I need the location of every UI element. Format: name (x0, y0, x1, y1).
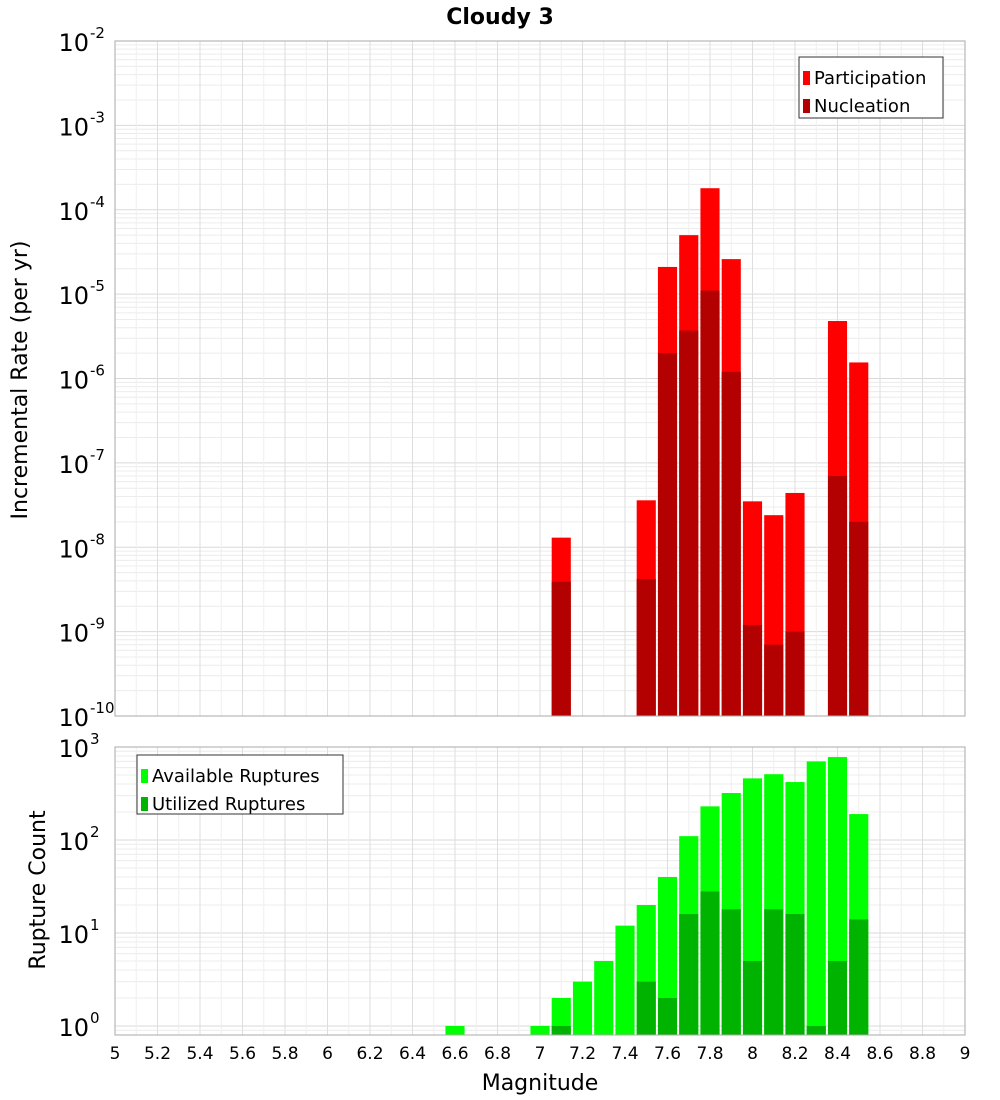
chart-title: Cloudy 3 (446, 5, 554, 30)
bottom-bar-available-ruptures (657, 877, 678, 1035)
x-tick-label: 9 (960, 1044, 971, 1064)
top-y-tick-exponent: -7 (90, 446, 105, 464)
x-tick-label: 8.4 (824, 1044, 851, 1064)
bottom-bar-available-ruptures (551, 997, 571, 1035)
x-tick-label: 7.4 (611, 1044, 638, 1064)
bottom-y-tick-label: 10 (58, 1014, 89, 1042)
top-legend-box (798, 56, 944, 119)
x-tick-label: 6.6 (441, 1044, 468, 1064)
top-bar-nucleation (636, 579, 656, 716)
top-y-tick-label: 10 (58, 282, 89, 310)
top-y-tick-exponent: -3 (90, 108, 105, 126)
x-tick-label: 8.8 (909, 1044, 936, 1064)
bottom-y-tick-label: 10 (58, 828, 89, 856)
top-y-tick-exponent: -10 (90, 699, 115, 717)
bottom-legend-swatch (141, 797, 148, 811)
bottom-bar-utilized-ruptures (764, 909, 784, 1035)
top-bar-nucleation (849, 521, 869, 716)
bottom-y-tick-label: 10 (58, 735, 89, 763)
bottom-bar-utilized-ruptures (700, 891, 720, 1035)
bottom-legend: Available Ruptures Utilized Ruptures (136, 754, 344, 815)
top-y-tick-exponent: -2 (90, 24, 105, 42)
bottom-y-tick-exponent: 3 (90, 730, 100, 748)
top-y-tick-exponent: -8 (90, 530, 105, 548)
x-tick-label: 6.8 (484, 1044, 511, 1064)
bottom-bar-available-ruptures (806, 761, 826, 1035)
x-tick-label: 8 (747, 1044, 758, 1064)
bottom-bar-available-ruptures (572, 981, 593, 1035)
bottom-bar-utilized-ruptures (742, 960, 763, 1035)
bottom-bar-utilized-ruptures (785, 914, 805, 1035)
x-axis-label: Magnitude (482, 1071, 599, 1096)
x-tick-label: 5.4 (186, 1044, 213, 1064)
bottom-bar-utilized-ruptures (849, 919, 869, 1035)
x-tick-label: 7 (535, 1044, 546, 1064)
bottom-bar-available-ruptures (594, 960, 614, 1035)
bottom-bar-utilized-ruptures (636, 981, 656, 1035)
top-legend-swatch (803, 71, 810, 85)
bottom-bar-available-ruptures (615, 925, 635, 1035)
top-y-tick-label: 10 (58, 451, 89, 479)
x-tick-label: 5.2 (144, 1044, 171, 1064)
bottom-bar-utilized-ruptures (827, 960, 848, 1035)
bottom-bar-utilized-ruptures (551, 1025, 571, 1035)
top-y-tick-label: 10 (58, 704, 89, 732)
top-y-tick-exponent: -9 (90, 615, 105, 633)
top-y-tick-exponent: -4 (90, 193, 105, 211)
bottom-legend-box (136, 754, 344, 815)
top-bar-nucleation (827, 475, 848, 716)
top-legend: Participation Nucleation (798, 56, 944, 119)
top-bar-nucleation (657, 353, 678, 716)
top-plot-frame (114, 40, 966, 717)
top-y-tick-label: 10 (58, 535, 89, 563)
bottom-bar-utilized-ruptures (679, 914, 699, 1035)
top-y-tick-label: 10 (58, 620, 89, 648)
top-legend-swatch (803, 99, 810, 113)
x-tick-label: 6.2 (356, 1044, 383, 1064)
top-y-tick-label: 10 (58, 29, 89, 57)
top-y-axis-label: Incremental Rate (per yr) (8, 241, 33, 520)
top-legend-label: Participation (814, 68, 926, 89)
bottom-bar-utilized-ruptures (806, 1025, 826, 1035)
top-bar-nucleation (742, 624, 763, 716)
bottom-legend-label: Utilized Ruptures (152, 794, 305, 815)
top-bar-nucleation (721, 371, 741, 716)
x-tick-label: 7.6 (654, 1044, 681, 1064)
bottom-y-axis-label: Rupture Count (26, 810, 51, 970)
top-y-tick-label: 10 (58, 367, 89, 395)
top-legend-label: Nucleation (814, 96, 910, 117)
bottom-y-tick-label: 10 (58, 921, 89, 949)
top-y-tick-label: 10 (58, 113, 89, 141)
bottom-bar-available-ruptures (530, 1025, 550, 1035)
x-tick-label: 5.8 (271, 1044, 298, 1064)
bottom-legend-swatch (141, 769, 148, 783)
bottom-bar-utilized-ruptures (657, 997, 678, 1035)
bottom-legend-label: Available Ruptures (152, 766, 320, 787)
top-y-tick-exponent: -6 (90, 362, 105, 380)
top-bar-nucleation (679, 330, 699, 716)
bottom-y-tick-exponent: 2 (90, 823, 100, 841)
bottom-bar-utilized-ruptures (721, 909, 741, 1035)
x-tick-label: 8.6 (866, 1044, 893, 1064)
x-tick-label: 5 (110, 1044, 121, 1064)
bottom-plot-area: 10 010 110 210 35 5.2 5.4 5.6 5.8 6 6.2 6.4 6.6 6.8 7 7… (58, 730, 970, 1064)
top-bar-nucleation (785, 631, 805, 716)
top-bar-nucleation (551, 581, 571, 716)
x-tick-label: 7.8 (696, 1044, 723, 1064)
top-y-tick-exponent: -5 (90, 277, 105, 295)
bottom-y-tick-exponent: 1 (90, 916, 100, 934)
bottom-plot-frame (114, 746, 966, 1036)
x-tick-label: 7.2 (569, 1044, 596, 1064)
bottom-y-tick-exponent: 0 (90, 1009, 100, 1027)
bottom-bar-available-ruptures (445, 1025, 465, 1035)
top-bar-nucleation (764, 644, 784, 716)
x-tick-label: 6.4 (399, 1044, 426, 1064)
x-tick-label: 8.2 (781, 1044, 808, 1064)
x-tick-label: 5.6 (229, 1044, 256, 1064)
x-tick-label: 6 (322, 1044, 333, 1064)
top-y-tick-label: 10 (58, 198, 89, 226)
top-bar-nucleation (700, 290, 720, 716)
